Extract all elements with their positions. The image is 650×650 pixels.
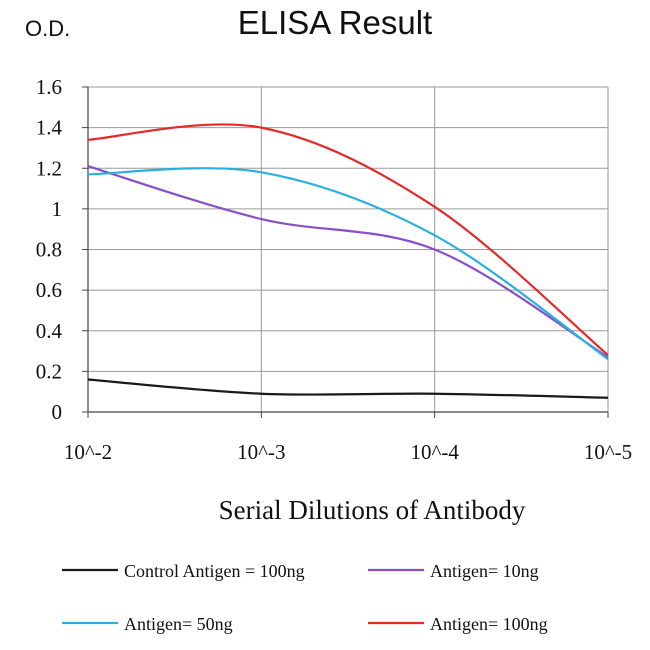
y-tick-label: 0.2 <box>36 359 62 383</box>
series-line-1 <box>87 165 609 359</box>
x-tick-label: 10^-4 <box>410 440 459 464</box>
y-tick-label: 1 <box>52 197 63 221</box>
y-axis-label: O.D. <box>25 16 70 41</box>
legend-label-2: Antigen= 50ng <box>124 614 233 634</box>
y-tick-label: 1.2 <box>36 156 62 180</box>
series-line-3 <box>87 123 609 356</box>
series-line-0 <box>87 378 609 399</box>
chart-title: ELISA Result <box>238 4 432 41</box>
x-tick-label: 10^-5 <box>584 440 632 464</box>
x-tick-label: 10^-2 <box>64 440 112 464</box>
legend-label-1: Antigen= 10ng <box>430 561 539 581</box>
series-lines <box>87 123 609 399</box>
y-tick-label: 1.4 <box>36 116 63 140</box>
x-axis-label: Serial Dilutions of Antibody <box>219 495 526 525</box>
y-tick-label: 0 <box>52 400 63 424</box>
series-line-2 <box>87 167 609 361</box>
y-tick-label: 0.4 <box>36 319 63 343</box>
x-tick-label: 10^-3 <box>237 440 285 464</box>
y-tick-label: 1.6 <box>36 75 62 99</box>
legend: Control Antigen = 100ng Antigen= 10ng Anti… <box>62 561 548 634</box>
legend-label-3: Antigen= 100ng <box>430 614 548 634</box>
axes: 0 0.2 0.4 0.6 0.8 1 1.2 1.4 1.6 10^-2 10^-3 10^-4 10… <box>36 75 632 464</box>
grid <box>87 86 609 413</box>
y-tick-label: 0.6 <box>36 278 62 302</box>
legend-label-0: Control Antigen = 100ng <box>124 561 305 581</box>
y-tick-label: 0.8 <box>36 238 62 262</box>
